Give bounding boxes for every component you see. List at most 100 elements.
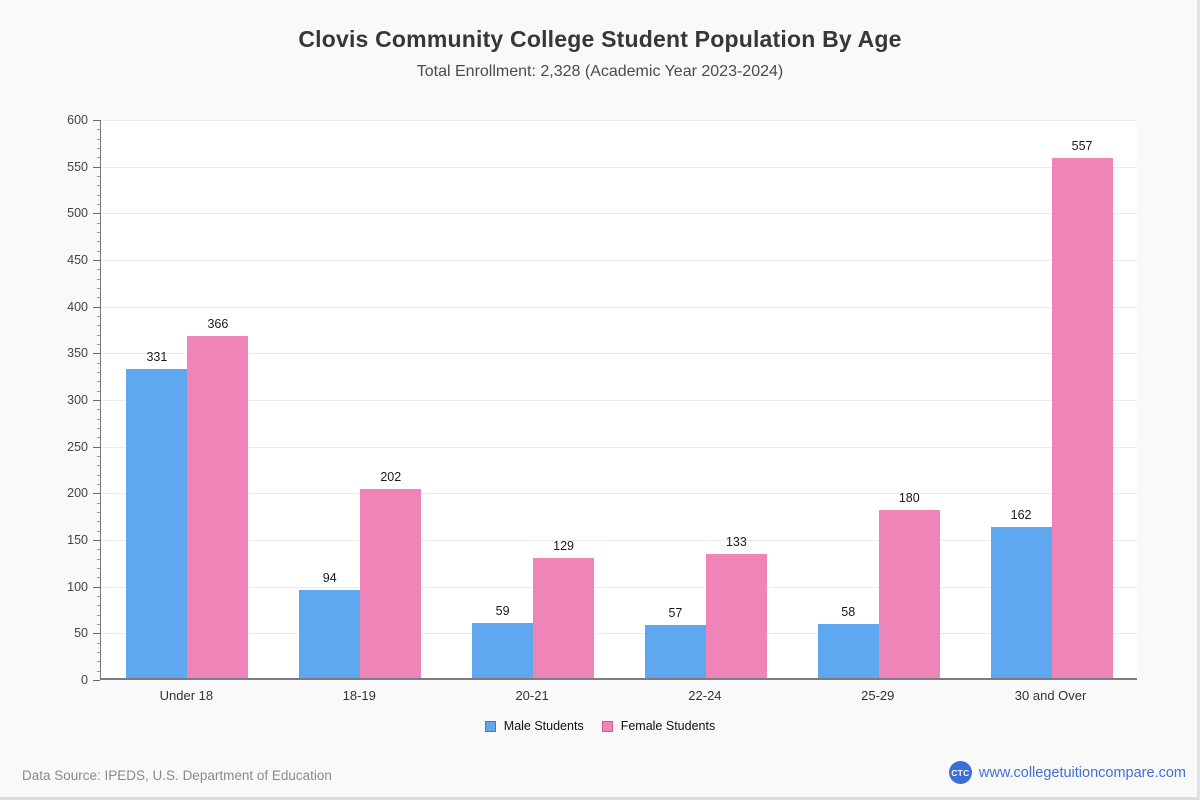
bar-female-students-18-19[interactable] [360,489,422,678]
y-minor-tick [96,372,100,373]
legend-marker-icon [484,720,496,732]
bar-value-label: 58 [841,604,856,619]
y-major-tick [93,120,100,121]
bar-male-students-30-and-over[interactable] [990,526,1052,678]
x-tick-label-22-24: 22-24 [688,688,722,703]
plot-area: 331 366 94 202 59 129 57 133 58 180 162 557 [100,120,1137,680]
y-tick-label: 100 [67,579,88,594]
y-minor-tick [96,530,100,532]
gridline [101,540,1137,541]
legend-marker-icon [601,720,613,732]
legend-label: Female Students [620,719,716,733]
bar-value-label: 129 [553,538,575,553]
y-tick-label: 150 [67,533,88,547]
bar-male-students-22-24[interactable] [644,624,706,678]
bar-female-students-20-21[interactable] [533,557,595,678]
gridline [101,633,1137,635]
bar-value-label: 180 [898,491,920,505]
x-tick-label-20-21: 20-21 [515,688,549,703]
y-major-tick [93,680,100,681]
gridline [101,120,1137,121]
y-major-tick [93,306,100,308]
gridline [101,213,1137,215]
bar-female-students-30-and-over[interactable] [1051,158,1113,678]
x-tick-label-30-and-over: 30 and Over [1014,688,1087,703]
bar-male-students-18-19[interactable] [299,590,361,678]
y-major-tick [93,213,100,215]
legend-item-female-students[interactable]: Female Students [601,719,716,733]
gridline [101,586,1137,588]
x-tick-label-under-18: Under 18 [159,688,214,703]
y-minor-tick [96,185,100,187]
y-minor-tick [96,334,100,336]
y-minor-tick [96,549,100,551]
y-tick-label: 350 [67,346,88,361]
y-tick-label: 450 [67,253,88,267]
legend: Male Students Female Students [0,719,1200,733]
y-minor-tick [96,176,100,177]
y-minor-tick [96,642,100,644]
y-tick-label: 0 [81,673,88,687]
bar-value-label: 202 [380,470,402,485]
gridline [101,400,1137,401]
legend-label: Male Students [503,719,584,733]
y-minor-tick [96,624,100,625]
y-tick-label: 50 [74,626,88,641]
bar-value-label: 162 [1010,507,1032,522]
gridline [101,353,1137,355]
gridline [101,493,1137,495]
legend-item-male-students[interactable]: Male Students [484,719,584,733]
y-major-tick [93,446,100,448]
y-minor-tick [96,297,100,299]
ctc-logo-icon: CTC [948,761,972,784]
y-axis-labels: 0 50 100 150 200 250 300 350 400 450 500 550 600 [0,113,88,687]
bar-value-label: 133 [725,534,747,549]
y-minor-tick [96,428,100,429]
y-minor-tick [96,204,100,205]
y-minor-tick [96,381,100,383]
y-minor-tick [96,194,100,196]
y-minor-tick [96,502,100,504]
y-minor-tick [96,614,100,616]
bar-male-students-20-21[interactable] [472,622,534,678]
y-major-tick [93,586,100,588]
bar-female-students-under-18[interactable] [187,336,249,678]
y-minor-tick [96,577,100,579]
y-tick-label: 200 [67,486,88,501]
y-minor-tick [96,437,100,439]
gridline [101,306,1137,308]
bar-female-students-22-24[interactable] [705,553,767,678]
y-minor-tick [96,521,100,523]
bar-value-label: 59 [495,603,510,618]
bar-female-students-25-29[interactable] [878,510,940,678]
y-minor-tick [96,484,100,485]
y-minor-tick [96,138,100,140]
y-minor-tick [96,232,100,233]
bar-value-label: 366 [207,317,229,332]
gridline [101,446,1137,448]
y-minor-tick [96,390,100,392]
bar-male-students-under-18[interactable] [126,369,188,678]
footer: Data Source: IPEDS, U.S. Department of E… [0,761,1200,789]
gridline [101,166,1137,168]
y-major-tick [93,353,100,355]
y-minor-tick [96,596,100,597]
y-minor-tick [96,465,100,467]
y-minor-tick [96,269,100,271]
y-minor-tick [96,241,100,243]
y-minor-tick [96,661,100,663]
y-minor-tick [96,474,100,476]
y-tick-label: 550 [67,159,88,174]
y-minor-tick [96,288,100,289]
bar-value-label: 57 [668,605,683,620]
y-minor-tick [96,148,100,149]
y-major-tick [93,633,100,635]
y-minor-tick [96,512,100,513]
gridline [101,260,1137,261]
y-minor-tick [96,157,100,159]
brand-url-link[interactable]: www.collegetuitioncompare.com [978,764,1186,781]
chart-title: Clovis Community College Student Populat… [298,26,902,52]
y-major-tick [93,540,100,541]
bar-male-students-25-29[interactable] [817,623,879,678]
y-minor-tick [96,418,100,420]
